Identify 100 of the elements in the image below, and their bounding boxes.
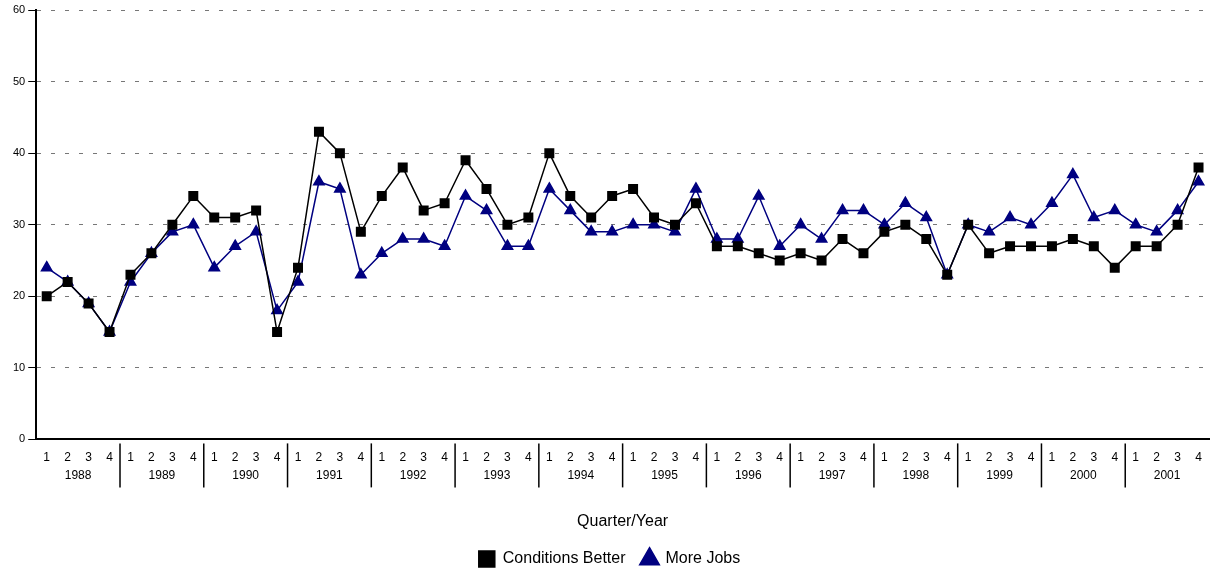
text: 1995: [651, 467, 679, 482]
text: 1994: [567, 467, 595, 482]
x-tick-label: 4: [860, 449, 868, 464]
point: [208, 260, 221, 272]
point: [899, 196, 912, 207]
x-tick-label: 4: [943, 449, 951, 464]
point: [1171, 203, 1184, 215]
point: [543, 182, 556, 193]
point: [921, 234, 932, 245]
point: [355, 226, 366, 237]
point: [313, 126, 324, 137]
point: [1045, 196, 1058, 207]
point: [293, 262, 304, 273]
point: [188, 191, 199, 202]
point: [354, 268, 367, 279]
point: [1067, 234, 1078, 245]
point: [480, 203, 493, 215]
x-tick-label: 2: [734, 449, 742, 464]
x-tick-label: 2: [650, 449, 658, 464]
point: [209, 212, 220, 223]
point: [606, 225, 619, 236]
point: [984, 248, 995, 259]
point: [920, 210, 933, 222]
x-tick-label: 2: [1153, 449, 1161, 464]
point: [752, 189, 765, 200]
x-tick-label: 2: [399, 449, 407, 464]
y-tick-label: 10: [12, 360, 26, 373]
x-tick-label: 1: [294, 449, 302, 464]
x-tick-label: 3: [85, 449, 93, 464]
x-tick-label: 3: [252, 449, 260, 464]
point: [879, 226, 890, 237]
point: [586, 212, 597, 223]
point: [397, 162, 408, 173]
x-tick-label: 4: [106, 449, 114, 464]
x-tick-label: 3: [587, 449, 595, 464]
point: [167, 219, 178, 230]
x-tick-label: 4: [1195, 449, 1203, 464]
point: [502, 219, 513, 230]
text: 1993: [483, 467, 511, 482]
point: [417, 232, 430, 243]
point: [1005, 241, 1016, 252]
point: [40, 260, 53, 272]
point: [460, 155, 471, 166]
y-tick-label: 60: [12, 3, 26, 16]
y-tick-label: 30: [12, 217, 26, 230]
x-tick-label: 1: [378, 449, 386, 464]
x-tick-label: 1: [127, 449, 135, 464]
x-tick-label: 3: [1006, 449, 1014, 464]
point: [837, 234, 848, 245]
point: [795, 248, 806, 259]
point: [753, 248, 764, 259]
point: [628, 183, 639, 194]
x-tick-label: 4: [608, 449, 616, 464]
text: 1988: [64, 467, 92, 482]
x-tick-label: 4: [189, 449, 197, 464]
text: 2001: [1153, 467, 1181, 482]
x-tick-label: 4: [525, 449, 533, 464]
x-tick-label: 1: [43, 449, 51, 464]
x-tick-label: 1: [797, 449, 805, 464]
x-tick-label: 2: [985, 449, 993, 464]
point: [41, 291, 52, 302]
text: 1991: [316, 467, 344, 482]
point: [1066, 167, 1079, 179]
point: [836, 203, 849, 215]
point: [230, 212, 241, 223]
point: [334, 148, 345, 159]
text: 1996: [734, 467, 762, 482]
x-tick-label: 3: [671, 449, 679, 464]
point: [1150, 225, 1163, 236]
text: 2000: [1070, 467, 1098, 482]
point: [627, 217, 640, 229]
x-tick-label: 1: [629, 449, 637, 464]
x-tick-label: 4: [1027, 449, 1035, 464]
legend-label: Conditions Better: [502, 549, 627, 567]
point: [900, 219, 911, 230]
point: [774, 255, 785, 266]
point: [607, 191, 618, 202]
point: [250, 225, 263, 236]
x-tick-label: 2: [1069, 449, 1077, 464]
point: [272, 327, 283, 338]
x-tick-label: 2: [231, 449, 239, 464]
x-tick-label: 3: [839, 449, 847, 464]
point: [1088, 241, 1099, 252]
point: [1109, 262, 1120, 273]
point: [1192, 175, 1205, 186]
point: [251, 205, 262, 216]
point: [187, 217, 200, 229]
x-tick-label: 3: [1090, 449, 1098, 464]
x-tick-label: 1: [545, 449, 553, 464]
x-tick-label: 3: [504, 449, 512, 464]
text: 1989: [148, 467, 176, 482]
x-tick-label: 3: [336, 449, 344, 464]
point: [857, 203, 870, 215]
point: [858, 248, 869, 259]
point: [1087, 210, 1100, 222]
x-tick-label: 1: [964, 449, 972, 464]
x-tick-label: 4: [273, 449, 281, 464]
point: [481, 183, 492, 194]
point: [794, 217, 807, 229]
x-tick-label: 4: [441, 449, 449, 464]
